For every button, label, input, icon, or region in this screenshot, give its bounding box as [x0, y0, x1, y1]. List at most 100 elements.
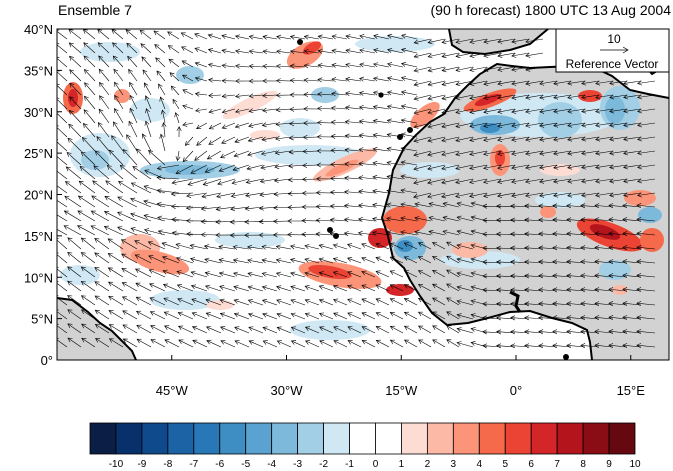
wind-vector	[345, 135, 362, 138]
wind-vector-head	[567, 94, 573, 100]
wind-vector-head	[497, 193, 503, 198]
wind-vector	[552, 205, 572, 208]
wind-vector-head	[386, 90, 392, 96]
wind-vector-head	[262, 93, 268, 99]
lat-tick-label: 35°N	[24, 63, 53, 78]
wind-vector	[274, 192, 292, 195]
wind-vector-head	[196, 124, 202, 130]
wind-vector	[301, 233, 320, 236]
wind-vector-head	[194, 33, 200, 38]
wind-vector-head	[136, 324, 142, 330]
wind-vector-head	[218, 244, 224, 250]
wind-vector-head	[303, 63, 309, 69]
wind-vector	[304, 50, 320, 54]
wind-vector	[441, 52, 460, 57]
wind-vector-head	[403, 256, 409, 261]
wind-vector	[469, 80, 488, 85]
wind-vector	[538, 345, 558, 348]
wind-vector	[304, 245, 320, 250]
wind-vector	[68, 29, 82, 40]
wind-vector	[553, 108, 572, 113]
wind-vector-head	[418, 339, 424, 344]
wind-vector-head	[233, 285, 239, 291]
wind-vector-head	[358, 147, 364, 153]
wind-vector-head	[510, 343, 516, 349]
wind-vector-head	[126, 134, 131, 140]
wind-vector	[172, 232, 194, 236]
colorbar-level-label: 7	[554, 459, 560, 470]
wind-vector	[84, 69, 96, 82]
wind-vector-head	[361, 284, 367, 290]
wind-vector-head	[427, 151, 433, 157]
wind-vector	[539, 94, 558, 99]
wind-vector-head	[315, 190, 321, 196]
wind-vector-head	[122, 149, 128, 155]
wind-vector	[67, 323, 82, 334]
lat-tick-label: 0°	[41, 353, 53, 368]
wind-vector	[525, 150, 544, 155]
wind-vector-head	[219, 285, 225, 290]
wind-vector-head	[496, 287, 502, 293]
wind-vector	[358, 190, 376, 194]
wind-vector	[319, 258, 334, 264]
wind-vector	[195, 93, 208, 96]
wind-vector-head	[608, 259, 614, 265]
wind-vector-head	[372, 90, 378, 96]
wind-vector-head	[289, 63, 295, 69]
wind-vector-head	[194, 61, 200, 67]
wind-vector	[455, 178, 474, 183]
colorbar-level-label: -6	[215, 459, 224, 470]
wind-vector-head	[375, 242, 381, 248]
wind-vector-head	[538, 231, 544, 237]
wind-vector-head	[413, 81, 419, 87]
wind-vector	[94, 281, 110, 292]
wind-vector	[67, 237, 82, 250]
wind-vector-head	[192, 339, 198, 345]
wind-vector	[208, 64, 222, 68]
wind-vector	[361, 312, 376, 320]
wind-vector	[373, 35, 390, 40]
wind-vector-head	[372, 104, 378, 110]
wind-vector-head	[144, 120, 150, 126]
wind-vector-field	[57, 29, 656, 349]
wind-vector	[84, 95, 96, 110]
wind-vector	[413, 136, 432, 142]
wind-vector-head	[375, 312, 381, 317]
wind-vector	[375, 298, 390, 306]
wind-vector-head	[67, 137, 73, 143]
wind-vector	[525, 94, 544, 99]
forecast-time-title: (90 h forecast) 1800 UTC 13 Aug 2004	[430, 2, 671, 18]
wind-vector	[358, 162, 376, 166]
wind-vector	[622, 344, 642, 348]
colorbar-level-label: 2	[425, 459, 431, 470]
wind-vector	[373, 77, 390, 82]
wind-vector-head	[427, 193, 433, 199]
wind-vector	[333, 258, 348, 264]
wind-vector-head	[318, 271, 324, 276]
wind-vector	[483, 108, 502, 113]
wind-vector-head	[609, 80, 615, 86]
wind-vector-head	[248, 340, 254, 345]
wind-vector	[304, 272, 320, 278]
wind-vector-head	[441, 53, 447, 59]
wind-vector-head	[234, 340, 240, 345]
wind-vector-head	[67, 309, 73, 314]
wind-vector-head	[160, 109, 166, 115]
wind-vector-head	[67, 323, 73, 329]
wind-vector	[358, 176, 376, 180]
wind-vector-head	[470, 313, 476, 318]
wind-vector-head	[206, 154, 212, 160]
wind-vector-head	[246, 165, 252, 171]
wind-vector	[538, 261, 558, 264]
wind-vector-head	[482, 343, 488, 349]
wind-vector	[289, 136, 306, 139]
wind-vector-head	[262, 299, 268, 304]
wind-vector	[206, 326, 222, 334]
wind-vector	[290, 36, 306, 40]
wind-vector-head	[92, 180, 98, 186]
wind-vector	[318, 35, 334, 40]
wind-vector-head	[170, 204, 176, 209]
wind-vector	[538, 219, 558, 222]
wind-vector	[262, 272, 278, 278]
wind-vector	[291, 313, 306, 320]
